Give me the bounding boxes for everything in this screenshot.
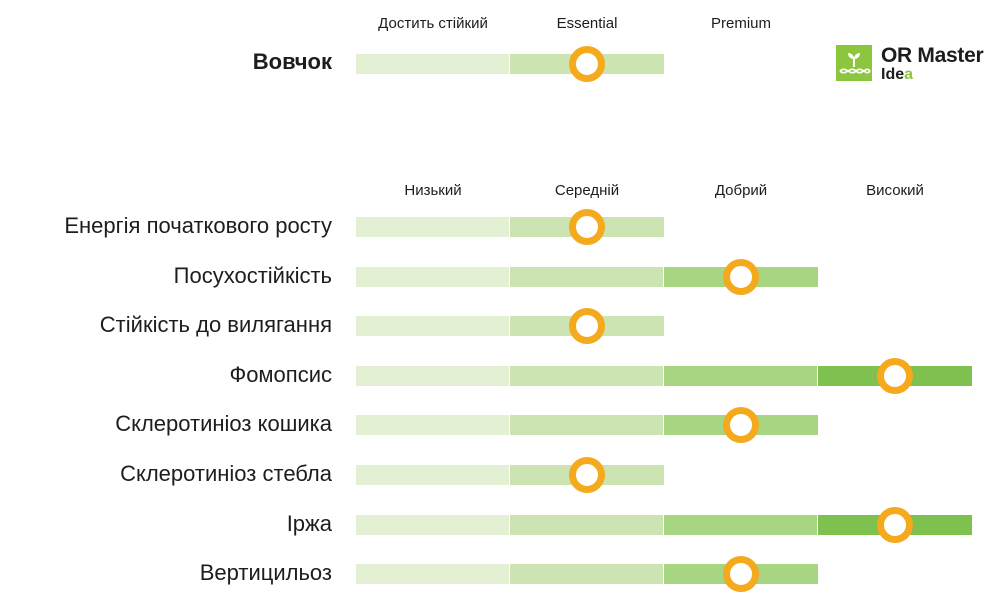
scale-label-low: Низький (404, 182, 462, 199)
logo-text: OR Master (881, 44, 984, 67)
trait-label: Стійкість до вилягання (99, 312, 332, 337)
scale-label-2: Essential (556, 15, 618, 32)
trait-label: Енергія початкового росту (64, 213, 332, 238)
scale-label-high: Високий (866, 182, 924, 199)
trait-label: Іржа (286, 511, 332, 536)
trait-rating-segment (356, 316, 509, 336)
trait-rating-segment (356, 217, 509, 237)
scale-label-1: Достить стійкий (378, 15, 488, 32)
trait-rating-segment (510, 267, 663, 287)
trait-rating-marker (723, 407, 759, 443)
trait-rating-marker (569, 308, 605, 344)
trait-rating-segment (510, 515, 663, 535)
scale-label-good: Добрий (714, 182, 768, 199)
trait-label: Склеротиніоз стебла (120, 461, 332, 486)
trait-rating-segment (356, 415, 509, 435)
scale-label-3: Premium (710, 15, 771, 32)
trait-rating-marker (723, 259, 759, 295)
trait-rating-segment (356, 515, 509, 535)
trait-rating-segment (510, 366, 663, 386)
trait-rating-segment (664, 366, 817, 386)
trait-label: Посухостійкість (173, 263, 332, 288)
variety-rating-segment (356, 54, 509, 74)
trait-rating-segment (356, 366, 509, 386)
trait-label: Вертицильоз (199, 560, 332, 585)
variety-rating-marker (569, 46, 605, 82)
trait-rating-segment (664, 515, 817, 535)
scale-label-medium: Середній (554, 182, 620, 199)
trait-rating-marker (877, 507, 913, 543)
trait-rating-segment (510, 415, 663, 435)
sprout-dna-icon (836, 45, 872, 81)
logo-subtext: Idea (881, 66, 914, 83)
trait-rating-segment (510, 564, 663, 584)
trait-label: Склеротиніоз кошика (115, 411, 332, 436)
trait-rating-marker (723, 556, 759, 592)
trait-label: Фомопсис (229, 362, 332, 387)
trait-rating-marker (877, 358, 913, 394)
trait-rating-marker (569, 209, 605, 245)
trait-rating-segment (356, 267, 509, 287)
variety-rating-label: Вовчок (252, 49, 332, 74)
trait-rating-segment (356, 564, 509, 584)
trait-rating-segment (356, 465, 509, 485)
trait-rating-marker (569, 457, 605, 493)
